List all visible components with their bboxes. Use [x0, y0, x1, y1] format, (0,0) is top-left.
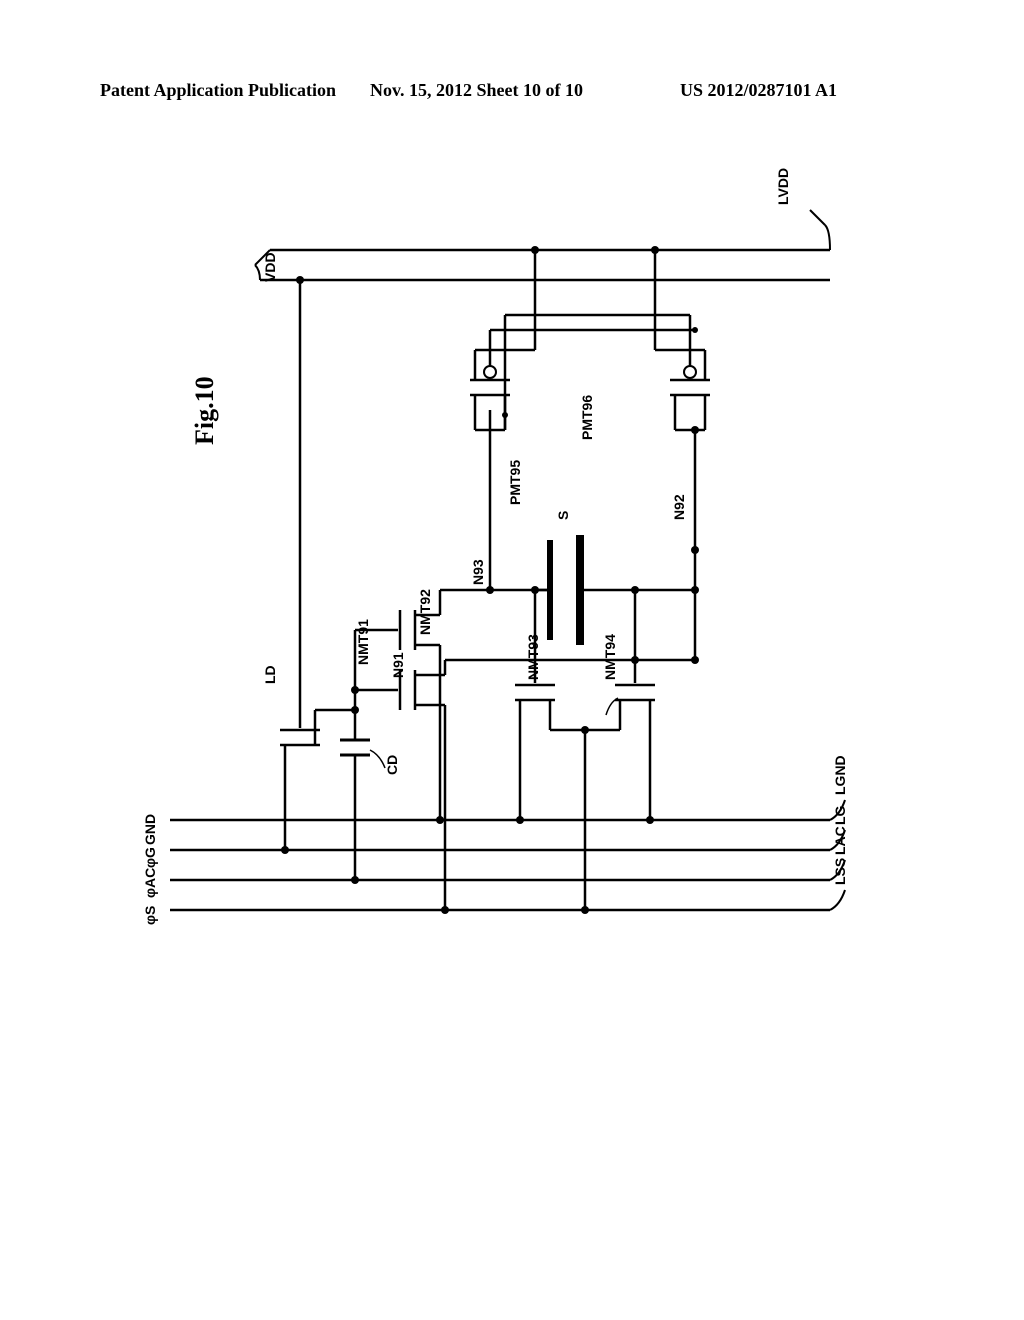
label-pmt95: PMT95: [507, 460, 523, 505]
label-cd: CD: [384, 755, 400, 775]
header-center: Nov. 15, 2012 Sheet 10 of 10: [370, 80, 583, 101]
label-nmt93: NMT93: [525, 634, 541, 680]
label-phis: φS: [142, 906, 158, 925]
label-phiac: φAC: [142, 868, 158, 898]
label-nmt91: NMT91: [355, 619, 371, 665]
label-n91: N91: [390, 652, 406, 678]
label-nmt92: NMT92: [417, 589, 433, 635]
label-pmt96: PMT96: [579, 395, 595, 440]
header-left: Patent Application Publication: [100, 80, 336, 101]
label-gnd: GND: [142, 814, 158, 845]
label-n92: N92: [671, 494, 687, 520]
label-n93: N93: [470, 559, 486, 585]
label-lgnd: LGND: [832, 755, 848, 795]
header-right: US 2012/0287101 A1: [680, 80, 837, 101]
label-nmt94: NMT94: [602, 634, 618, 680]
label-lvdd: LVDD: [775, 168, 791, 205]
label-ld: LD: [262, 665, 278, 684]
label-lg: LG: [832, 805, 848, 825]
label-vdd: VDD: [262, 252, 278, 282]
label-s: S: [555, 511, 571, 520]
circuit-diagram: VDD LVDD LD GND φG φAC φS LGND LG LAC LS…: [140, 150, 870, 970]
label-lac: LAC: [832, 826, 848, 855]
label-phig: φG: [142, 847, 158, 868]
label-lss: LSS: [832, 858, 848, 885]
